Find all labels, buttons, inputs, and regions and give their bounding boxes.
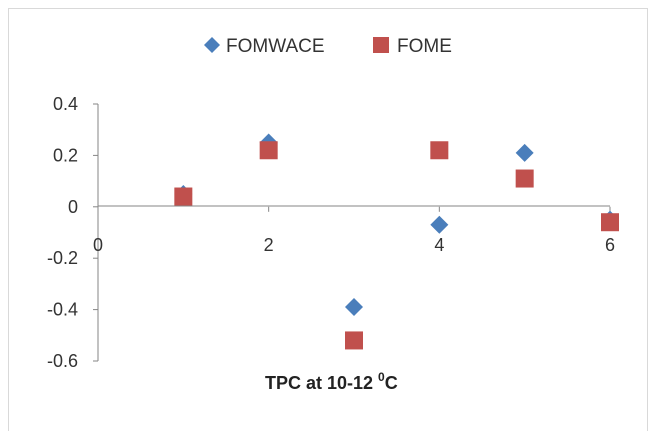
legend-label-fomwace: FOMWACE — [226, 36, 325, 57]
x-axis-title-unit: C — [385, 373, 398, 393]
data-point-fome — [601, 213, 619, 232]
y-tick-label: 0.4 — [53, 94, 78, 114]
x-axis-title-main: TPC at 10-12 — [265, 373, 378, 393]
y-tick-label: -0.4 — [47, 300, 78, 320]
data-point-fomwace — [515, 143, 534, 162]
data-point-fome — [515, 169, 534, 188]
y-tick-label: -0.2 — [47, 248, 78, 268]
legend-marker-fome — [373, 37, 389, 53]
legend: FOMWACE FOME — [204, 36, 452, 57]
data-point-fome — [174, 187, 193, 206]
data-points — [174, 133, 619, 350]
legend-marker-fomwace — [204, 37, 220, 53]
x-tick-label: 6 — [605, 235, 615, 255]
data-point-fomwace — [430, 215, 449, 234]
data-point-fome — [259, 141, 278, 160]
data-point-fomwace — [345, 298, 363, 317]
chart-frame — [8, 8, 648, 431]
legend-label-fome: FOME — [397, 36, 452, 57]
y-ticks: 0.4 0.2 0 -0.2 -0.4 -0.6 — [47, 94, 98, 371]
data-point-fome — [345, 331, 363, 350]
x-tick-label: 0 — [93, 235, 103, 255]
y-tick-label: 0 — [68, 197, 78, 217]
axes — [97, 104, 610, 361]
x-ticks: 0 2 4 6 — [93, 206, 615, 255]
x-tick-label: 2 — [264, 235, 274, 255]
data-point-fome — [430, 141, 449, 160]
y-tick-label: -0.6 — [47, 351, 78, 371]
x-axis-title-superscript: 0 — [378, 370, 385, 384]
x-tick-label: 4 — [434, 235, 444, 255]
y-tick-label: 0.2 — [53, 145, 78, 165]
x-axis-title: TPC at 10-12 0C — [265, 370, 398, 393]
